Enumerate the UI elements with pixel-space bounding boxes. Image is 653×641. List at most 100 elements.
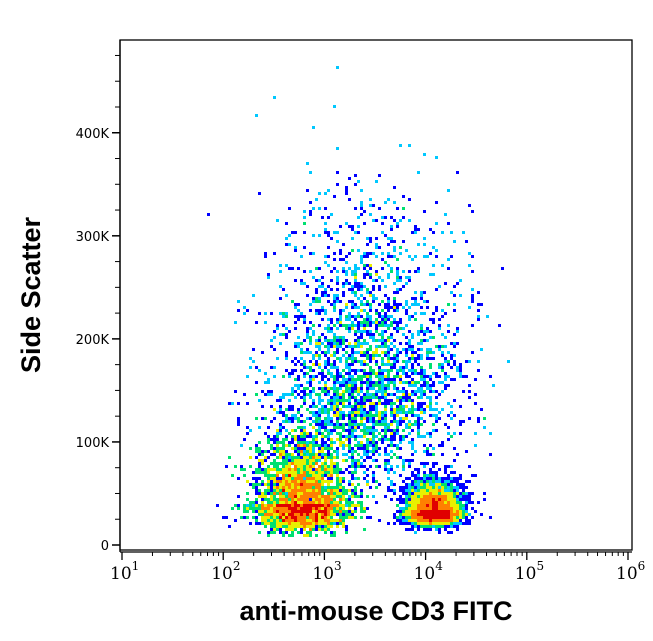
density-cell — [339, 249, 342, 252]
density-cell — [309, 468, 312, 471]
density-cell — [324, 423, 327, 426]
density-cell — [252, 510, 255, 513]
density-cell — [465, 375, 468, 378]
density-cell — [273, 486, 276, 489]
density-cell — [348, 378, 351, 381]
density-cell — [453, 489, 456, 492]
density-cell — [318, 429, 321, 432]
density-cell — [420, 483, 423, 486]
density-cell — [273, 438, 276, 441]
plot-frame — [119, 39, 633, 551]
density-cell — [429, 495, 432, 498]
density-cell — [234, 321, 237, 324]
density-cell — [237, 507, 240, 510]
y-axis-label: Side Scatter — [16, 216, 46, 373]
density-cell — [327, 324, 330, 327]
density-cell — [294, 459, 297, 462]
density-cell — [294, 498, 297, 501]
density-cell — [405, 528, 408, 531]
density-cell — [306, 516, 309, 519]
density-cell — [435, 372, 438, 375]
density-cell — [399, 411, 402, 414]
density-cell — [462, 507, 465, 510]
density-cell — [297, 513, 300, 516]
density-cell — [387, 198, 390, 201]
density-cell — [324, 255, 327, 258]
density-cell — [315, 486, 318, 489]
density-cell — [426, 384, 429, 387]
density-cell — [351, 513, 354, 516]
density-cell — [291, 510, 294, 513]
density-cell — [330, 417, 333, 420]
density-cell — [360, 309, 363, 312]
density-cell — [378, 354, 381, 357]
density-cell — [408, 522, 411, 525]
density-cell — [321, 342, 324, 345]
density-cell — [414, 474, 417, 477]
density-cell — [384, 393, 387, 396]
density-cell — [381, 438, 384, 441]
density-cell — [429, 357, 432, 360]
density-cell — [381, 390, 384, 393]
density-cell — [393, 339, 396, 342]
density-cell — [381, 420, 384, 423]
density-cell — [417, 507, 420, 510]
density-cell — [414, 408, 417, 411]
density-cell — [291, 480, 294, 483]
density-cell — [282, 447, 285, 450]
density-cell — [366, 273, 369, 276]
density-cell — [342, 294, 345, 297]
density-cell — [378, 369, 381, 372]
density-cell — [351, 390, 354, 393]
density-cell — [429, 375, 432, 378]
density-cell — [306, 387, 309, 390]
density-cell — [411, 405, 414, 408]
density-cell — [294, 462, 297, 465]
density-cell — [384, 369, 387, 372]
density-cell — [330, 339, 333, 342]
density-cell — [237, 309, 240, 312]
density-cell — [342, 324, 345, 327]
density-cell — [288, 486, 291, 489]
density-cell — [282, 471, 285, 474]
density-cell — [339, 471, 342, 474]
density-cell — [270, 447, 273, 450]
density-cell — [402, 465, 405, 468]
density-cell — [267, 480, 270, 483]
density-cell — [306, 330, 309, 333]
density-cell — [342, 519, 345, 522]
density-cell — [291, 393, 294, 396]
density-cell — [399, 498, 402, 501]
density-cell — [315, 489, 318, 492]
density-cell — [360, 207, 363, 210]
density-cell — [378, 384, 381, 387]
density-cell — [339, 498, 342, 501]
density-cell — [387, 381, 390, 384]
density-cell — [468, 492, 471, 495]
density-cell — [462, 516, 465, 519]
density-cell — [369, 333, 372, 336]
density-cell — [405, 399, 408, 402]
density-cell — [321, 516, 324, 519]
density-cell — [378, 174, 381, 177]
density-cell — [309, 504, 312, 507]
density-cell — [240, 468, 243, 471]
density-cell — [375, 351, 378, 354]
density-cell — [408, 483, 411, 486]
density-cell — [345, 360, 348, 363]
density-cell — [429, 252, 432, 255]
density-cell — [465, 495, 468, 498]
density-cell — [318, 366, 321, 369]
density-cell — [363, 381, 366, 384]
density-cell — [354, 471, 357, 474]
density-cell — [423, 513, 426, 516]
density-cell — [372, 441, 375, 444]
density-cell — [372, 396, 375, 399]
density-cell — [294, 510, 297, 513]
density-cell — [327, 528, 330, 531]
density-cell — [423, 393, 426, 396]
density-cell — [282, 492, 285, 495]
density-cell — [294, 438, 297, 441]
density-cell — [231, 474, 234, 477]
density-cell — [417, 483, 420, 486]
